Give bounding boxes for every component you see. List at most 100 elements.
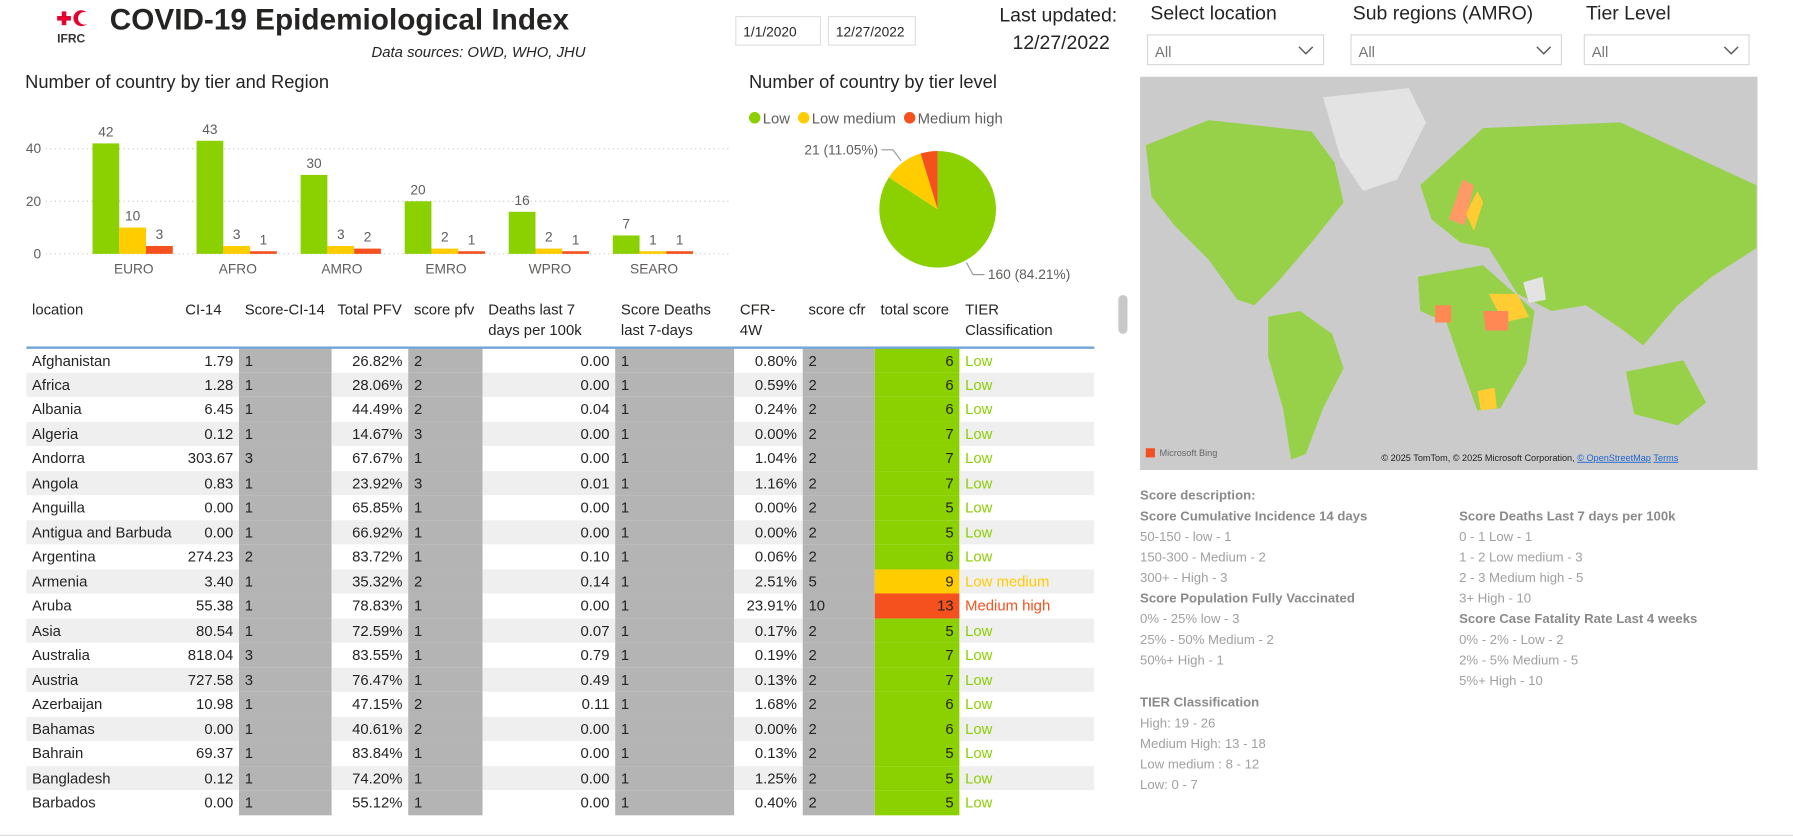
table-cell: Low — [959, 470, 1095, 496]
leader-line — [966, 262, 985, 276]
table-cell: 0.00% — [754, 498, 798, 516]
filter-label: Sub regions (AMRO) — [1352, 2, 1534, 25]
table-cell: 1 — [615, 396, 735, 422]
table-cell: Low — [959, 667, 1095, 692]
table-cell: 13 — [874, 593, 960, 619]
subtitle: Data sources: OWD, WHO, JHU — [371, 43, 586, 61]
table-cell: 1 — [238, 519, 332, 545]
table-cell: Azerbaijan — [32, 695, 103, 713]
description-item: 0% - 25% low - 3 — [1140, 612, 1240, 627]
legend-marker — [903, 112, 916, 124]
chevron-path — [1723, 46, 1739, 55]
bar — [223, 245, 251, 254]
table-row: Armenia 3.40 1 35.32% 2 0.14 1 2.51% 5 9 Low mediu… — [26, 568, 1095, 594]
filter-dropdown[interactable]: All — [1583, 34, 1750, 66]
table-cell: 83.72% — [352, 547, 403, 565]
table-cell: 1.04% — [754, 449, 798, 467]
table-cell: 1 — [615, 593, 735, 619]
description-section: Score Deaths Last 7 days per 100k 0 - 1 L… — [1459, 507, 1768, 610]
legend-marker — [797, 112, 810, 124]
bar — [354, 248, 381, 254]
end-date[interactable]: 12/27/2022 — [827, 16, 916, 46]
data-label: 43 — [202, 122, 218, 137]
y-tick-label: 20 — [26, 194, 42, 209]
table-cell: Low — [965, 646, 993, 664]
table-cell: 2 — [408, 716, 483, 741]
table-cell: 2 — [408, 568, 483, 594]
table-cell: 0.40% — [754, 793, 798, 811]
table-cell: 6.45 — [204, 400, 234, 418]
table-cell: 0.06% — [754, 547, 798, 565]
table-cell: 1 — [408, 544, 483, 569]
iran — [1523, 276, 1546, 304]
table-cell: 1.16% — [734, 470, 803, 496]
table-cell: 0.80% — [754, 352, 798, 370]
osm-link[interactable]: © OpenStreetMap — [1577, 453, 1651, 463]
filter-dropdown[interactable]: All — [1350, 34, 1563, 66]
description-item: 2 - 3 Medium high - 5 — [1459, 571, 1584, 586]
table-cell: 2 — [408, 372, 483, 397]
table-cell: 0.01 — [482, 470, 616, 496]
data-label: 2 — [441, 230, 449, 245]
data-label: 1 — [572, 232, 580, 247]
table-cell: 0.13% — [734, 667, 803, 692]
column-header: TIER Classification — [959, 295, 1095, 349]
table-cell: 2 — [802, 544, 875, 569]
description-item: 0% - 2% - Low - 2 — [1459, 633, 1564, 648]
table-cell: 0.00 — [580, 449, 610, 467]
table-cell: 1 — [408, 519, 483, 545]
table-cell: 1 — [615, 445, 735, 471]
table-cell: 0.00 — [580, 596, 610, 615]
table-cell: 72.59% — [331, 618, 409, 643]
table-cell: 1 — [408, 593, 483, 619]
south-africa — [1477, 387, 1497, 411]
table-cell: 5 — [874, 495, 960, 520]
map[interactable]: Microsoft Bing © 2025 TomTom, © 2025 Mic… — [1140, 76, 1758, 470]
logo-text: IFRC — [57, 31, 85, 45]
table-cell: 5 — [874, 519, 960, 545]
bar — [508, 211, 536, 254]
description-item: 150-300 - Medium - 2 — [1140, 551, 1266, 565]
terms-link[interactable]: Terms — [1653, 453, 1678, 463]
table-cell: 83.84% — [352, 744, 403, 762]
table-cell: Low — [959, 765, 1095, 791]
column-header: score pfv — [408, 295, 483, 349]
table-cell: 0.11 — [581, 695, 610, 713]
description-item: Low: 0 - 7 — [1140, 778, 1198, 793]
table-cell: 2 — [802, 790, 875, 815]
table-cell: 1.79 — [204, 352, 234, 370]
table-cell: 0.00 — [482, 519, 616, 545]
filter-dropdown[interactable]: All — [1146, 34, 1325, 66]
table-cell: 1 — [238, 347, 332, 373]
table-cell: Low — [965, 498, 993, 516]
table-cell: 2 — [802, 347, 875, 373]
table-cell: 1 — [615, 519, 735, 545]
table-cell: Low — [965, 449, 993, 467]
legend-marker — [748, 112, 761, 124]
table-cell: 0.49 — [482, 667, 616, 692]
table-cell: Low — [965, 695, 993, 713]
table-cell: 0.12 — [179, 421, 239, 446]
table-cell: 1 — [238, 740, 332, 766]
table-cell: 0.00 — [482, 372, 616, 397]
table-row: Azerbaijan 10.98 1 47.15% 2 0.11 1 1.68% 2 6 Low — [26, 691, 1094, 717]
description-section: Score Cumulative Incidence 14 days 50-150… — [1140, 507, 1449, 589]
table-cell: 0.00 — [580, 498, 610, 516]
y-tick-label: 0 — [34, 246, 42, 261]
table-row: Asia 80.54 1 72.59% 1 0.07 1 0.17% 2 5 Low — [26, 618, 1095, 643]
filter-value: All — [1591, 43, 1609, 61]
chevron-path — [1536, 46, 1552, 55]
table-cell: 3 — [238, 445, 332, 471]
start-date[interactable]: 1/1/2020 — [735, 16, 822, 46]
table-cell: 1 — [615, 691, 735, 717]
data-label: 1 — [468, 232, 476, 247]
description-item: 5%+ High - 10 — [1459, 674, 1543, 689]
table-cell: 2 — [802, 765, 875, 791]
scrollbar[interactable] — [1118, 295, 1128, 334]
table-row: Angola 0.83 1 23.92% 3 0.01 1 1.16% 2 7 Low — [26, 470, 1095, 496]
description-item: 50%+ High - 1 — [1140, 654, 1224, 668]
arabia — [1488, 293, 1529, 323]
greenland — [1323, 88, 1426, 191]
table-cell: 3 — [238, 642, 332, 668]
